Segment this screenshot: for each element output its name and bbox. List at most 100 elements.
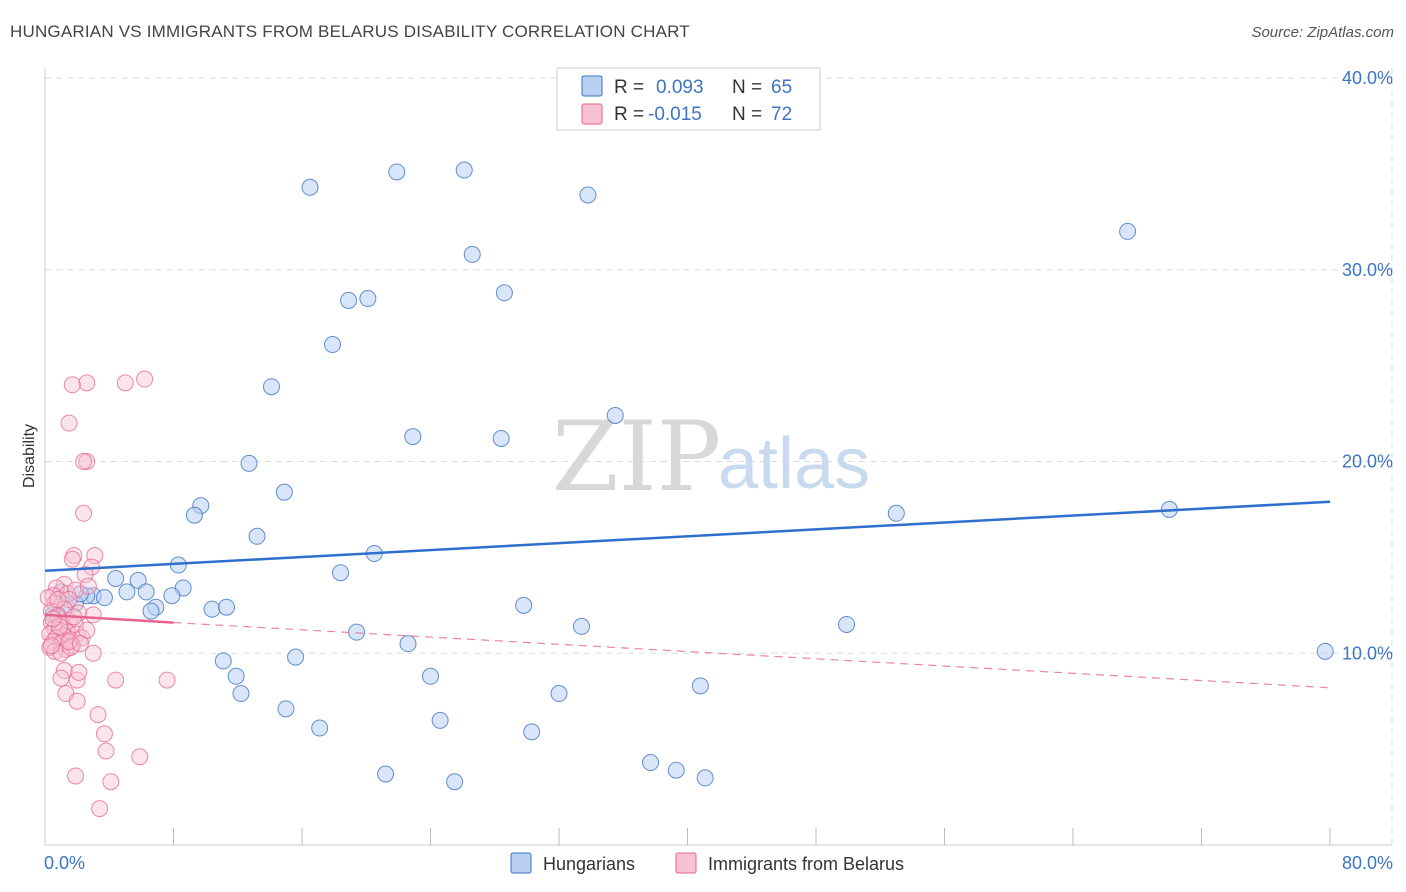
point-hungarians	[377, 765, 395, 783]
point-belarus	[116, 374, 134, 392]
point-hungarians	[691, 677, 709, 695]
point-belarus	[63, 376, 81, 394]
point-belarus	[42, 637, 60, 655]
point-hungarians	[887, 504, 905, 522]
y-tick-label-40: 40.0%	[1342, 68, 1393, 88]
point-belarus	[102, 773, 120, 791]
point-hungarians	[185, 506, 203, 524]
point-hungarians	[275, 483, 293, 501]
point-hungarians	[214, 652, 232, 670]
point-hungarians	[455, 161, 473, 179]
legend-r-value-pink: -0.015	[648, 104, 702, 125]
point-hungarians	[324, 336, 342, 354]
legend-r-label-pink: R =	[614, 104, 644, 125]
point-hungarians	[667, 761, 685, 779]
bottom-legend-swatch-hungarians	[510, 852, 532, 874]
legend-swatch-pink	[581, 103, 603, 125]
point-hungarians	[129, 571, 147, 589]
point-belarus	[67, 581, 85, 599]
point-belarus	[79, 577, 97, 595]
legend-n-value-blue: 65	[771, 77, 792, 98]
watermark: ZIP atlas	[552, 401, 870, 513]
point-hungarians	[107, 569, 125, 587]
point-hungarians	[359, 290, 377, 308]
point-hungarians	[388, 163, 406, 181]
point-hungarians	[838, 615, 856, 633]
chart-title: HUNGARIAN VS IMMIGRANTS FROM BELARUS DIS…	[10, 22, 690, 41]
watermark-atlas: atlas	[718, 424, 870, 504]
point-hungarians	[348, 623, 366, 641]
bottom-legend-belarus: Immigrants from Belarus	[708, 854, 904, 874]
point-belarus	[60, 414, 78, 432]
y-tick-labels: 10.0% 20.0% 30.0% 40.0%	[1342, 68, 1393, 663]
point-hungarians	[446, 773, 464, 791]
point-hungarians	[240, 454, 258, 472]
point-belarus	[84, 606, 102, 624]
point-hungarians	[277, 700, 295, 718]
point-hungarians	[287, 648, 305, 666]
point-belarus	[52, 669, 70, 687]
axes	[44, 68, 1392, 846]
source-label: Source: ZipAtlas.com	[1251, 24, 1394, 41]
point-hungarians	[137, 583, 155, 601]
point-hungarians	[515, 596, 533, 614]
point-hungarians	[492, 429, 510, 447]
legend-r-label-blue: R =	[614, 77, 644, 98]
series-hungarians	[44, 161, 1334, 791]
point-hungarians	[203, 600, 221, 618]
y-tick-label-20: 20.0%	[1342, 452, 1393, 472]
point-belarus	[136, 370, 154, 388]
point-belarus	[70, 663, 88, 681]
y-tick-label-30: 30.0%	[1342, 260, 1393, 280]
point-hungarians	[142, 602, 160, 620]
point-belarus	[97, 742, 115, 760]
point-hungarians	[232, 685, 250, 703]
point-hungarians	[696, 769, 714, 787]
point-belarus	[46, 642, 64, 660]
point-belarus	[131, 748, 149, 766]
point-belarus	[158, 671, 176, 689]
point-hungarians	[550, 685, 568, 703]
legend-n-label-blue: N =	[732, 77, 762, 98]
y-tick-label-10: 10.0%	[1342, 643, 1393, 663]
trend-line-belarus-extension	[173, 621, 1331, 689]
point-belarus	[89, 706, 107, 724]
point-hungarians	[463, 245, 481, 263]
point-hungarians	[163, 587, 181, 605]
point-hungarians	[1119, 222, 1137, 240]
point-hungarians	[399, 635, 417, 653]
point-hungarians	[495, 284, 513, 302]
point-hungarians	[523, 723, 541, 741]
point-hungarians	[404, 428, 422, 446]
point-hungarians	[227, 667, 245, 685]
point-belarus	[67, 767, 85, 785]
point-hungarians	[218, 598, 236, 616]
point-hungarians	[340, 291, 358, 309]
point-hungarians	[301, 178, 319, 196]
point-hungarians	[332, 564, 350, 582]
point-hungarians	[606, 406, 624, 424]
point-belarus	[68, 692, 86, 710]
point-belarus	[107, 671, 125, 689]
point-hungarians	[262, 378, 280, 396]
point-hungarians	[311, 719, 329, 737]
bottom-legend-swatch-belarus	[675, 852, 697, 874]
trend-line-hungarians	[44, 500, 1331, 573]
trend-lines	[44, 500, 1331, 689]
top-legend: R = 0.093 N = 65 R = -0.015 N = 72	[556, 67, 821, 131]
point-belarus	[75, 453, 93, 470]
point-belarus	[78, 374, 96, 392]
point-belarus	[63, 550, 81, 568]
point-belarus	[95, 725, 113, 743]
watermark-zip: ZIP	[552, 401, 721, 513]
point-hungarians	[422, 667, 439, 685]
point-belarus	[62, 638, 80, 656]
point-hungarians	[579, 186, 597, 204]
point-belarus	[75, 504, 93, 522]
legend-r-value-blue: 0.093	[656, 77, 704, 98]
point-belarus	[49, 591, 67, 609]
grid-lines	[45, 68, 1393, 845]
point-hungarians	[248, 527, 266, 545]
point-hungarians	[1316, 642, 1334, 660]
x-tick-label-min: 0.0%	[44, 853, 85, 873]
